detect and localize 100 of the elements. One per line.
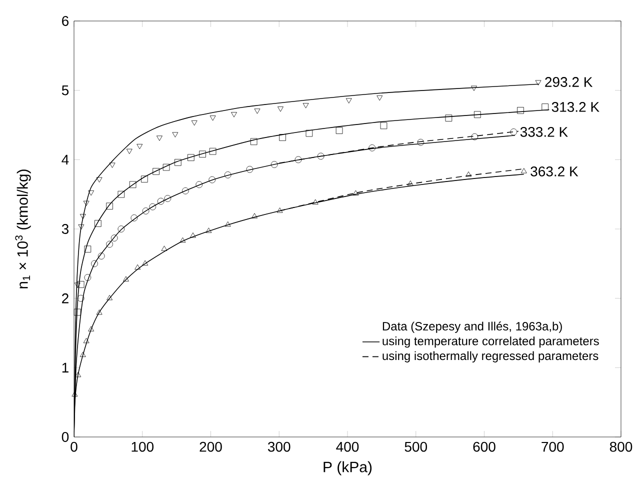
- point: [83, 200, 90, 206]
- point: [109, 162, 116, 168]
- x-tick-label: 600: [473, 442, 496, 452]
- point: [149, 203, 156, 210]
- point: [208, 176, 216, 184]
- point: [72, 391, 78, 396]
- point: [78, 224, 84, 230]
- point: [376, 95, 383, 101]
- point: [542, 104, 548, 110]
- point: [302, 103, 309, 108]
- point: [517, 107, 524, 114]
- point: [134, 264, 141, 270]
- point: [157, 198, 164, 205]
- point: [174, 159, 182, 166]
- point: [224, 221, 231, 227]
- point: [141, 176, 148, 182]
- point: [182, 187, 189, 194]
- point: [152, 168, 160, 175]
- point: [250, 138, 258, 146]
- point: [252, 213, 258, 218]
- y-tick-label: 0: [62, 432, 69, 442]
- point: [466, 172, 472, 177]
- x-tick-label: 800: [610, 442, 632, 452]
- point: [278, 106, 284, 112]
- point: [188, 154, 194, 161]
- point: [123, 276, 129, 282]
- x-tick-label: 700: [542, 442, 564, 452]
- series-label: 363.2 K: [530, 166, 578, 176]
- point: [110, 234, 118, 242]
- point: [142, 260, 148, 266]
- x-tick-label: 0: [70, 442, 78, 452]
- point: [130, 214, 138, 222]
- point: [164, 195, 172, 202]
- point: [520, 168, 527, 174]
- series-label: 333.2 K: [520, 126, 568, 137]
- point: [294, 156, 302, 164]
- point: [80, 214, 86, 220]
- point: [246, 166, 254, 173]
- x-tick-label: 500: [404, 442, 428, 452]
- point: [74, 308, 81, 316]
- y-tick-label: 6: [62, 16, 69, 26]
- legend-label: using isothermally regressed parameters: [382, 351, 598, 362]
- point: [88, 326, 94, 332]
- point: [306, 130, 313, 137]
- legend-title: Data (Szepesy and Illés, 1963a,b): [382, 322, 562, 333]
- point: [190, 232, 196, 238]
- y-axis-title: n$_{1}$ × 10$^{3}$ (kmol/kg): [15, 170, 31, 288]
- point: [96, 177, 102, 182]
- point: [407, 180, 414, 186]
- x-axis-title: P (kPa): [324, 461, 372, 476]
- x-tick-label: 200: [200, 442, 222, 452]
- point: [142, 208, 150, 214]
- point: [312, 199, 318, 204]
- point: [279, 134, 286, 141]
- y-tick-label: 3: [62, 224, 69, 234]
- point: [83, 338, 90, 344]
- series-label: 313.2 K: [552, 102, 600, 112]
- point: [191, 120, 198, 126]
- point: [98, 252, 105, 260]
- point: [118, 226, 125, 232]
- point: [254, 108, 260, 114]
- point: [471, 133, 478, 140]
- point: [510, 128, 518, 136]
- point: [270, 161, 278, 168]
- point: [209, 148, 216, 155]
- point: [380, 122, 388, 130]
- point: [210, 116, 216, 121]
- series-label: 293.2 K: [545, 77, 593, 87]
- point: [156, 136, 162, 141]
- point: [106, 240, 113, 248]
- point: [84, 246, 92, 252]
- y-tick-label: 2: [62, 293, 68, 304]
- point: [77, 281, 84, 288]
- x-tick-label: 400: [336, 442, 359, 452]
- point: [80, 352, 86, 357]
- y-tick-label: 1: [62, 362, 68, 372]
- x-tick-label: 300: [268, 442, 290, 452]
- point: [206, 228, 212, 233]
- point: [336, 127, 343, 134]
- point: [471, 86, 477, 91]
- y-tick-label: 5: [62, 85, 69, 96]
- point: [84, 274, 92, 281]
- point: [346, 98, 352, 104]
- point: [180, 237, 186, 243]
- point: [231, 112, 237, 118]
- point: [91, 260, 98, 268]
- point: [417, 138, 424, 146]
- point: [352, 190, 359, 196]
- x-tick-label: 100: [132, 442, 154, 452]
- point: [106, 294, 113, 300]
- point: [94, 220, 102, 227]
- point: [126, 148, 132, 154]
- point: [445, 114, 452, 122]
- point: [474, 111, 481, 118]
- point: [77, 294, 84, 302]
- point: [106, 202, 113, 210]
- point: [196, 181, 203, 188]
- point: [368, 144, 376, 152]
- point: [118, 190, 125, 198]
- point: [161, 246, 168, 251]
